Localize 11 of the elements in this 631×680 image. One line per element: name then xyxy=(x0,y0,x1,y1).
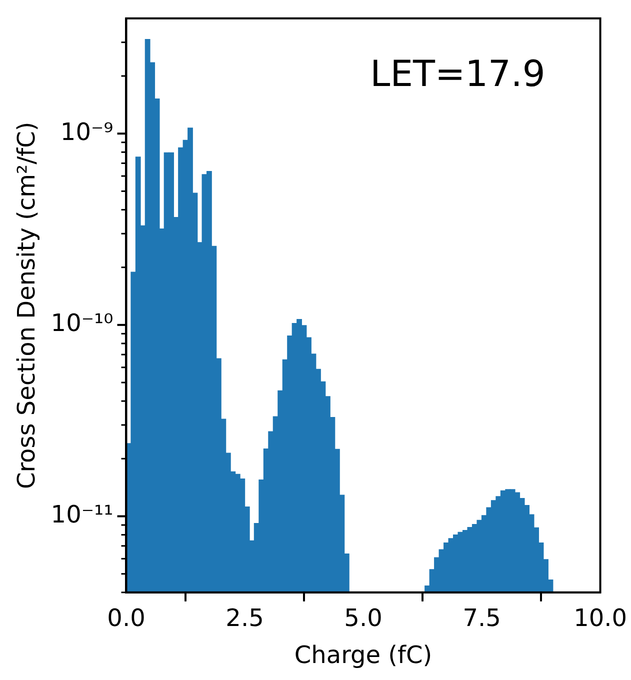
y-tick-label: 10⁻¹¹ xyxy=(50,500,114,528)
x-tick-label: 2.5 xyxy=(226,604,264,632)
y-tick-label: 10⁻⁹ xyxy=(60,118,114,146)
x-tick-label: 0.0 xyxy=(107,604,146,632)
x-tick-label: 7.5 xyxy=(462,604,501,632)
annotation: LET=17.9 xyxy=(370,54,546,95)
x-tick-label: 5.0 xyxy=(344,604,382,632)
y-axis-title: Cross Section Density (cm²/fC) xyxy=(12,122,41,490)
y-tick-label: 10⁻¹⁰ xyxy=(50,309,114,338)
x-tick-label: 10.0 xyxy=(574,604,627,632)
x-axis-title: Charge (fC) xyxy=(294,640,432,669)
